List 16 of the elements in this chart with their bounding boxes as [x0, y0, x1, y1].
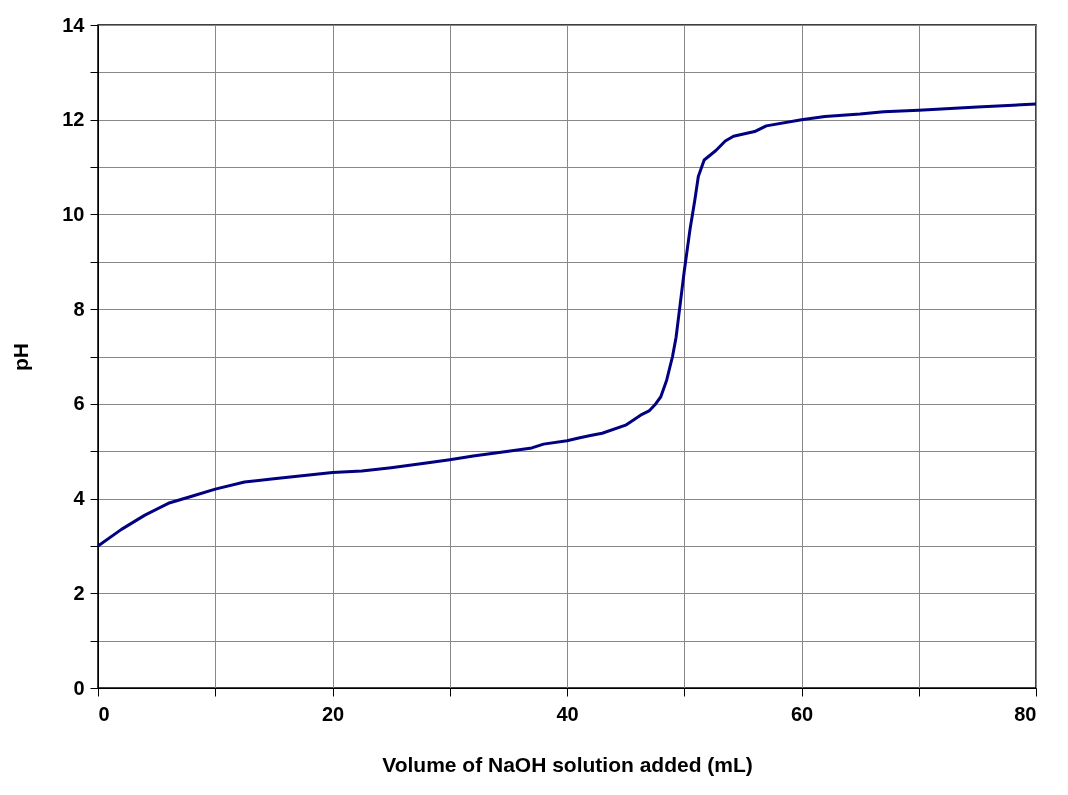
- x-tick-label: 20: [321, 702, 345, 725]
- line-series: [96, 102, 1038, 548]
- y-tick-label: 10: [62, 202, 85, 225]
- y-tick-label: 0: [73, 676, 85, 699]
- y-axis-title: pH: [9, 343, 33, 371]
- y-tick-label: 12: [62, 108, 85, 131]
- y-tick-label: 6: [73, 392, 85, 415]
- y-tick-label: 4: [73, 487, 86, 510]
- x-tick-label: 60: [790, 702, 814, 725]
- x-tick-label: 80: [1014, 702, 1037, 725]
- y-tick-label: 14: [62, 13, 86, 36]
- y-tick-label: 2: [73, 581, 85, 604]
- x-tick-label: 40: [556, 702, 579, 725]
- x-tick-label: 0: [98, 702, 110, 725]
- y-tick-label: 8: [73, 297, 85, 320]
- x-axis-title: Volume of NaOH solution added (mL): [382, 752, 753, 776]
